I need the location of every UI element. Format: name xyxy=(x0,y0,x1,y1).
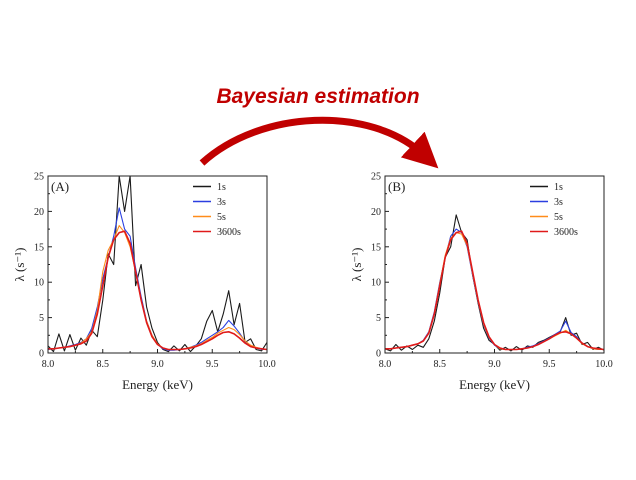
x-tick-label: 9.0 xyxy=(151,359,164,370)
x-tick-label: 8.5 xyxy=(97,359,110,370)
series-group xyxy=(385,214,604,352)
chart-panel-b: 8.0 8.5 9.0 9.5 10.0 0 5 10 15 20 25 Energy (keV) λ … xyxy=(349,172,613,393)
y-axis-label: λ (s⁻¹) xyxy=(12,247,27,281)
y-tick-label: 5 xyxy=(39,313,44,324)
panel-label: (B) xyxy=(388,179,405,194)
legend-label-3600s: 3600s xyxy=(554,227,578,238)
y-axis-label: λ (s⁻¹) xyxy=(349,247,364,281)
x-tick-label: 8.0 xyxy=(379,359,392,370)
legend: 1s 3s 5s 3600s xyxy=(193,182,241,238)
series-line-3600s xyxy=(385,230,604,351)
y-tick-label: 5 xyxy=(376,313,381,324)
plot-frame xyxy=(384,175,605,354)
x-tick-label: 9.5 xyxy=(206,359,219,370)
legend-label-3s: 3s xyxy=(554,197,563,208)
curved-arrow xyxy=(199,116,439,169)
legend-label-5s: 5s xyxy=(554,212,563,223)
series-line-1s xyxy=(48,176,267,353)
chart-panel-a: 8.0 8.5 9.0 9.5 10.0 0 5 10 15 20 25 Energy (keV) λ … xyxy=(12,172,276,393)
y-tick-label: 25 xyxy=(371,172,381,183)
x-axis-label: Energy (keV) xyxy=(459,377,530,392)
legend-label-3600s: 3600s xyxy=(217,227,241,238)
y-tick-label: 0 xyxy=(39,349,44,360)
legend-label-1s: 1s xyxy=(217,182,226,193)
x-tick-label: 9.5 xyxy=(543,359,556,370)
x-tick-label: 8.5 xyxy=(434,359,447,370)
y-tick-label: 20 xyxy=(34,207,44,218)
x-tick-label: 8.0 xyxy=(42,359,55,370)
x-axis-label: Energy (keV) xyxy=(122,377,193,392)
series-line-3s xyxy=(385,228,604,351)
y-tick-label: 10 xyxy=(371,278,381,289)
legend-label-5s: 5s xyxy=(217,212,226,223)
x-tick-label: 9.0 xyxy=(488,359,501,370)
y-tick-label: 15 xyxy=(34,242,44,253)
headline-text: Bayesian estimation xyxy=(216,85,419,108)
panel-label: (A) xyxy=(51,179,69,194)
legend-label-3s: 3s xyxy=(217,197,226,208)
series-line-3600s xyxy=(48,230,267,351)
y-tick-label: 25 xyxy=(34,172,44,183)
x-tick-label: 10.0 xyxy=(258,359,276,370)
legend: 1s 3s 5s 3600s xyxy=(530,182,578,238)
series-line-5s xyxy=(48,225,267,351)
x-tick-label: 10.0 xyxy=(595,359,613,370)
y-tick-label: 10 xyxy=(34,278,44,289)
chart-panels: 8.0 8.5 9.0 9.5 10.0 0 5 10 15 20 25 Energy (keV) λ … xyxy=(12,172,613,393)
legend-label-1s: 1s xyxy=(554,182,563,193)
y-tick-label: 20 xyxy=(371,207,381,218)
y-tick-label: 0 xyxy=(376,349,381,360)
series-group xyxy=(48,176,267,353)
y-tick-label: 15 xyxy=(371,242,381,253)
